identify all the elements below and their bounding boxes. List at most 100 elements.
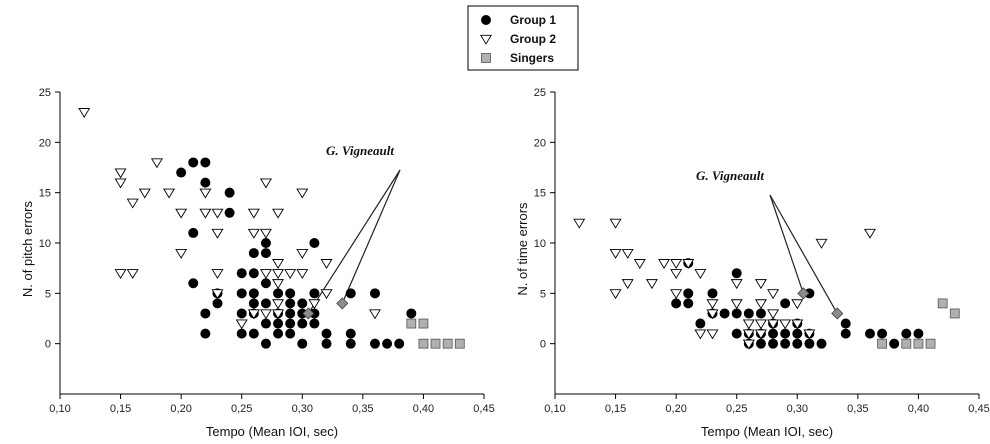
data-point-group-2: [211, 208, 224, 219]
data-point-group-1: [804, 338, 815, 349]
data-point-singers: [406, 318, 417, 329]
x-tick-label: 0,10: [49, 403, 70, 415]
data-point-group-2: [211, 289, 224, 300]
x-axis-label: Tempo (Mean IOI, sec): [701, 424, 833, 439]
data-point-group-2: [199, 188, 212, 199]
data-point-group-2: [754, 299, 767, 310]
data-point-group-2: [138, 188, 151, 199]
data-point-group-2: [272, 269, 285, 280]
data-point-group-1: [297, 318, 308, 329]
data-point-group-2: [247, 208, 260, 219]
annotation-label: G. Vigneault: [326, 143, 394, 158]
y-tick-label: 10: [534, 238, 546, 250]
time-errors-chart: 0,10 0,15 0,20 0,25 0,30 0,35 0,40 0,45 0 5 10 15 20…: [515, 87, 990, 439]
data-point-singers: [442, 338, 453, 349]
y-tick-label: 10: [39, 238, 51, 250]
data-point-group-1: [200, 308, 211, 319]
data-point-group-1: [780, 298, 791, 309]
data-point-singers: [418, 318, 429, 329]
annotation-leader-line: [769, 194, 804, 294]
data-point-group-2: [863, 228, 876, 239]
data-point-group-1: [707, 288, 718, 299]
legend-label-group-2: Group 2: [510, 32, 556, 46]
data-point-group-2: [296, 248, 309, 259]
y-tick-label: 15: [39, 188, 51, 200]
data-point-group-2: [694, 269, 707, 280]
y-tick-label: 5: [45, 288, 51, 300]
y-tick-label: 20: [534, 137, 546, 149]
data-point-group-1: [321, 338, 332, 349]
legend-marker-singers: [481, 53, 491, 63]
data-point-group-2: [114, 178, 127, 189]
data-point-group-2: [235, 319, 248, 330]
data-point-group-2: [272, 279, 285, 290]
data-point-group-1: [260, 318, 271, 329]
data-point-singers: [454, 338, 465, 349]
x-axis-label: Tempo (Mean IOI, sec): [206, 424, 338, 439]
data-point-singers: [430, 338, 441, 349]
data-point-group-2: [742, 319, 755, 330]
data-point-group-2: [199, 208, 212, 219]
data-point-group-1: [260, 248, 271, 259]
data-point-group-1: [260, 338, 271, 349]
data-point-group-2: [272, 299, 285, 310]
x-tick-label: 0,30: [787, 403, 808, 415]
legend: Group 1 Group 2 Singers: [467, 5, 579, 71]
annotation-leader-line: [341, 169, 401, 304]
data-point-group-1: [200, 328, 211, 339]
data-point-group-1: [248, 288, 259, 299]
x-tick-label: 0,20: [665, 403, 686, 415]
data-point-group-1: [309, 318, 320, 329]
x-tick-label: 0,15: [605, 403, 626, 415]
data-point-group-2: [609, 218, 622, 229]
data-point-group-2: [211, 269, 224, 280]
data-point-group-1: [755, 338, 766, 349]
data-point-group-1: [345, 328, 356, 339]
data-point-group-2: [175, 208, 188, 219]
data-point-group-1: [309, 237, 320, 248]
data-point-group-2: [670, 269, 683, 280]
data-point-group-2: [78, 108, 91, 118]
data-point-group-2: [320, 289, 333, 300]
data-point-group-1: [840, 328, 851, 339]
data-point-group-1: [188, 278, 199, 289]
data-point-group-1: [236, 288, 247, 299]
y-tick-label: 25: [534, 87, 546, 99]
series-singers: [406, 318, 465, 349]
data-point-group-1: [260, 278, 271, 289]
data-point-group-2: [114, 269, 127, 280]
x-tick-label: 0,20: [170, 403, 191, 415]
legend-marker-group-2: [480, 34, 492, 45]
data-point-group-2: [645, 279, 658, 290]
data-point-singers: [901, 338, 912, 349]
data-point-group-2: [126, 198, 139, 209]
data-point-singers: [949, 308, 960, 319]
data-point-group-2: [730, 299, 743, 310]
data-point-group-1: [285, 318, 296, 329]
data-point-group-1: [248, 328, 259, 339]
data-point-group-2: [742, 339, 755, 350]
data-point-group-1: [792, 328, 803, 339]
data-point-group-1: [236, 328, 247, 339]
data-point-group-1: [889, 338, 900, 349]
data-point-group-1: [248, 298, 259, 309]
data-point-group-1: [816, 338, 827, 349]
data-point-group-1: [345, 288, 356, 299]
data-point-group-1: [864, 328, 875, 339]
data-point-group-1: [768, 328, 779, 339]
data-point-group-2: [272, 259, 285, 269]
data-point-group-1: [260, 237, 271, 248]
x-tick-label: 0,45: [968, 403, 989, 415]
data-point-group-1: [683, 288, 694, 299]
data-point-group-1: [695, 318, 706, 329]
data-point-group-2: [211, 228, 224, 239]
data-point-group-1: [719, 308, 730, 319]
data-point-group-1: [285, 298, 296, 309]
data-point-group-2: [621, 248, 634, 259]
data-point-group-1: [840, 318, 851, 329]
data-point-group-2: [670, 259, 683, 269]
data-point-group-1: [731, 328, 742, 339]
data-point-group-2: [706, 299, 719, 310]
data-point-group-1: [273, 288, 284, 299]
data-point-group-2: [163, 188, 176, 199]
